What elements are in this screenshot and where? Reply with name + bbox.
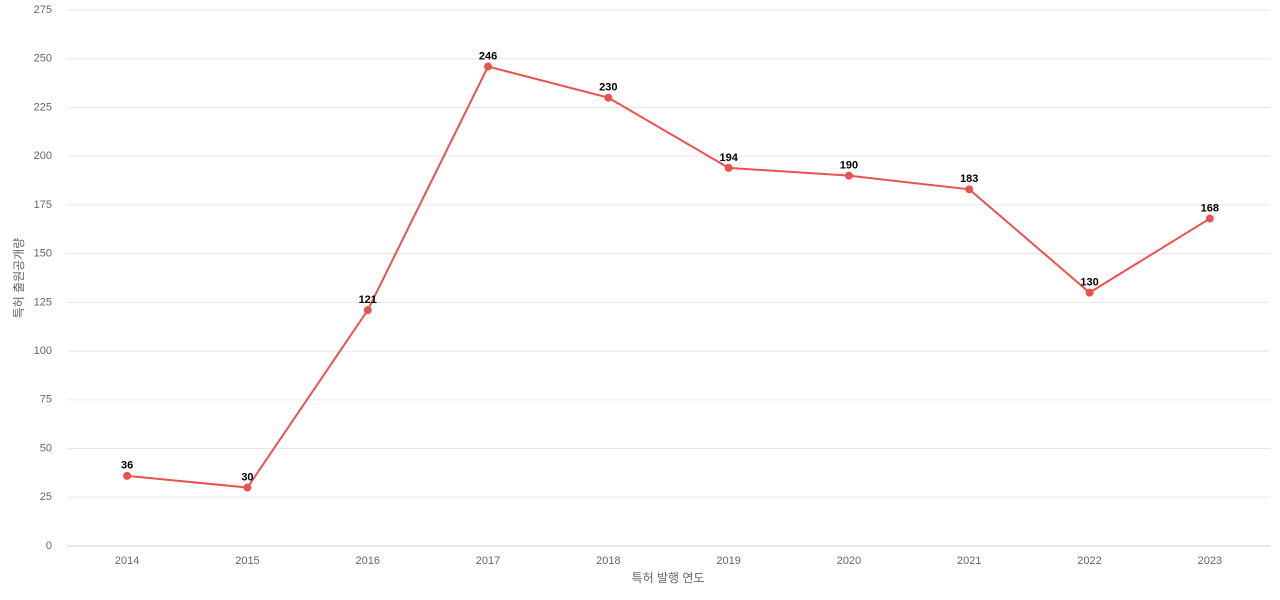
value-label: 130	[1080, 277, 1098, 289]
point	[1205, 214, 1214, 223]
value-label: 121	[359, 294, 377, 306]
x-axis-label: 특허 발행 연도	[632, 570, 705, 585]
y-tick-label: 150	[34, 248, 52, 260]
y-tick-label: 175	[34, 199, 52, 211]
point	[484, 62, 493, 71]
point	[1085, 288, 1094, 297]
point	[724, 163, 733, 172]
x-tick-label: 2019	[716, 555, 740, 567]
x-tick-label: 2014	[115, 555, 139, 567]
x-tick-label: 2016	[356, 555, 380, 567]
y-tick-label: 0	[46, 540, 52, 552]
point	[243, 483, 252, 492]
value-label: 168	[1201, 202, 1219, 214]
x-tick-label: 2020	[837, 555, 861, 567]
y-axis-label: 특허 출원공개량	[12, 238, 26, 319]
x-tick-label: 2015	[235, 555, 259, 567]
y-tick-label: 125	[34, 296, 52, 308]
value-label: 190	[840, 160, 858, 172]
x-tick-label: 2023	[1198, 555, 1222, 567]
point	[844, 171, 853, 180]
x-tick-label: 2017	[476, 555, 500, 567]
x-tick-label: 2018	[596, 555, 620, 567]
y-tick-label: 200	[34, 150, 52, 162]
y-tick-label: 275	[34, 4, 52, 16]
y-tick-label: 225	[34, 101, 52, 113]
value-label: 36	[121, 460, 133, 472]
y-tick-label: 100	[34, 345, 52, 357]
y-tick-label: 25	[40, 491, 52, 503]
line	[127, 65, 1211, 489]
x-tick-label: 2022	[1077, 555, 1101, 567]
x-tick-label: 2021	[957, 555, 981, 567]
point	[363, 306, 372, 315]
y-tick-label: 75	[40, 394, 52, 406]
value-label: 183	[960, 173, 978, 185]
value-label: 30	[241, 471, 253, 483]
point	[604, 93, 613, 102]
point	[123, 471, 132, 480]
y-tick-label: 250	[34, 53, 52, 65]
value-label: 194	[719, 152, 738, 164]
value-label: 230	[599, 82, 617, 94]
y-tick-label: 50	[40, 442, 52, 454]
value-label: 246	[479, 50, 497, 62]
point	[965, 185, 974, 194]
